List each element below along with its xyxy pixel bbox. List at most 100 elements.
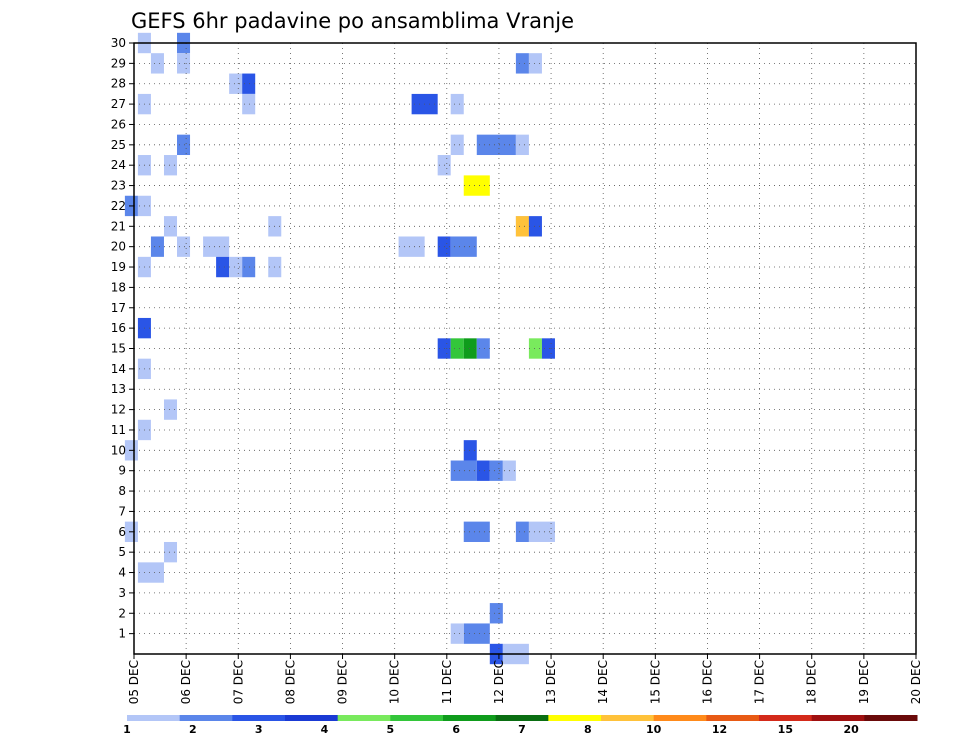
legend-label: 8 <box>584 723 592 736</box>
legend-swatch <box>601 715 655 721</box>
y-tick-label: 28 <box>111 77 126 91</box>
legend-label: 5 <box>387 723 395 736</box>
y-tick-label: 12 <box>111 403 126 417</box>
heatmap-cell <box>177 134 191 156</box>
legend-swatch <box>337 715 391 721</box>
y-tick-label: 8 <box>118 484 126 498</box>
legend-swatch <box>864 715 918 721</box>
legend-label: 3 <box>255 723 263 736</box>
y-tick-label: 16 <box>111 321 126 335</box>
x-tick-label: 14 DEC <box>596 660 610 704</box>
heatmap-cell <box>489 460 503 481</box>
heatmap-cell <box>229 73 243 94</box>
heatmap-cells <box>124 32 555 665</box>
heatmap-cell <box>203 236 230 257</box>
legend-label: 12 <box>712 723 727 736</box>
heatmap-cell <box>541 338 555 359</box>
heatmap-cell <box>463 623 490 644</box>
chart-title: GEFS 6hr padavine po ansamblima Vranje <box>131 9 574 33</box>
heatmap-cell <box>476 460 490 481</box>
y-tick-label: 13 <box>111 382 126 396</box>
grid <box>134 43 916 654</box>
y-tick-label: 15 <box>111 342 126 356</box>
heatmap-cell <box>463 521 490 542</box>
x-tick-label: 10 DEC <box>388 660 402 704</box>
y-tick-label: 22 <box>111 199 126 213</box>
heatmap-cell <box>528 53 542 74</box>
heatmap-cell <box>450 623 464 644</box>
legend-swatch <box>285 715 339 721</box>
x-tick-label: 18 DEC <box>805 660 819 704</box>
legend-swatch <box>495 715 549 721</box>
y-tick-label: 23 <box>111 179 126 193</box>
y-tick-label: 26 <box>111 117 126 131</box>
x-tick-label: 06 DEC <box>179 660 193 704</box>
heatmap-cell <box>242 73 256 94</box>
y-tick-label: 17 <box>111 301 126 315</box>
x-axis: 05 DEC 06 DEC 07 DEC 08 DEC 09 DEC 10 DEC 11 D… <box>127 654 923 704</box>
heatmap-cell <box>150 236 164 257</box>
heatmap-cell <box>528 216 542 237</box>
x-tick-label: 05 DEC <box>127 660 141 704</box>
heatmap-cell <box>450 93 464 115</box>
heatmap-cell <box>398 236 425 257</box>
x-tick-label: 08 DEC <box>283 660 297 704</box>
legend-label: 7 <box>518 723 526 736</box>
legend-label: 15 <box>778 723 793 736</box>
heatmap-cell <box>515 53 529 74</box>
y-tick-label: 10 <box>111 443 126 457</box>
heatmap-cell <box>489 603 503 624</box>
heatmap-cell <box>150 53 164 74</box>
y-axis: 1234567891011121314151617181920212223242… <box>111 36 134 641</box>
heatmap-cell <box>163 399 178 420</box>
x-tick-label: 09 DEC <box>336 660 350 704</box>
heatmap-cell <box>163 541 178 563</box>
heatmap-cell <box>463 175 490 196</box>
heatmap-cell <box>476 338 490 359</box>
y-tick-label: 2 <box>118 606 126 620</box>
heatmap-cell <box>515 134 529 156</box>
legend-swatch <box>653 715 707 721</box>
heatmap-cell <box>450 236 477 257</box>
heatmap-cell <box>515 521 529 542</box>
y-tick-label: 19 <box>111 260 126 274</box>
legend-label: 4 <box>321 723 329 736</box>
legend-label: 20 <box>844 723 860 736</box>
heatmap-cell <box>177 236 191 257</box>
heatmap-cell <box>177 53 191 74</box>
y-tick-label: 25 <box>111 138 126 152</box>
legend-swatch <box>127 715 181 721</box>
heatmap-cell <box>450 134 464 156</box>
y-tick-label: 6 <box>118 525 126 539</box>
y-tick-label: 21 <box>111 219 126 233</box>
legend-label: 6 <box>452 723 460 736</box>
heatmap-cell <box>528 338 542 359</box>
y-tick-label: 3 <box>118 586 126 600</box>
y-tick-label: 14 <box>111 362 126 376</box>
heatmap-cell <box>463 338 477 359</box>
legend-swatch <box>706 715 760 721</box>
heatmap-cell <box>163 155 178 176</box>
y-tick-label: 4 <box>118 566 126 580</box>
y-tick-label: 20 <box>111 240 126 254</box>
legend-swatch <box>232 715 286 721</box>
y-tick-label: 9 <box>118 464 126 478</box>
heatmap-cell <box>137 562 164 583</box>
legend-label: 1 <box>123 723 131 736</box>
x-tick-label: 07 DEC <box>231 660 245 704</box>
x-tick-label: 11 DEC <box>440 660 454 704</box>
heatmap-cell <box>450 460 477 481</box>
y-tick-label: 11 <box>111 423 126 437</box>
legend-swatch <box>759 715 813 721</box>
heatmap-cell <box>163 216 178 237</box>
heatmap-cell <box>463 440 477 461</box>
x-tick-label: 12 DEC <box>492 660 506 704</box>
heatmap-cell <box>515 216 529 237</box>
heatmap-cell <box>242 256 256 278</box>
legend: 1 2 3 4 5 6 7 8 10 12 15 20 <box>123 715 918 736</box>
y-tick-label: 18 <box>111 280 126 294</box>
legend-swatch <box>179 715 233 721</box>
legend-swatch <box>548 715 602 721</box>
legend-label: 10 <box>646 723 662 736</box>
